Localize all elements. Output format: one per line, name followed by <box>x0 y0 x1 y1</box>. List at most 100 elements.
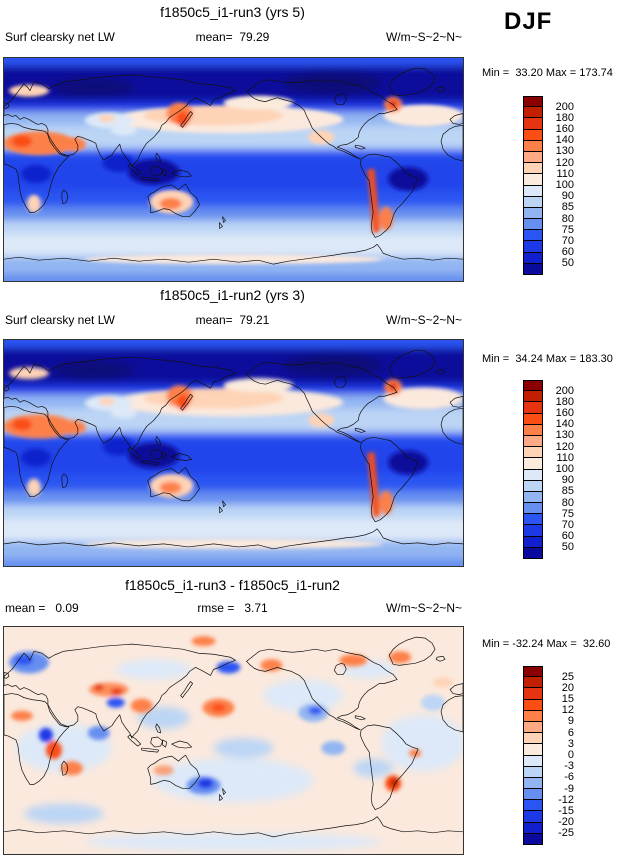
colorbar-tick-label: 50 <box>561 257 574 270</box>
colorbar-segment <box>523 744 543 756</box>
colorbar-tick-label: 60 <box>561 530 574 543</box>
colorbar-tick-label: 110 <box>556 167 574 180</box>
colorbar-segment <box>523 666 543 678</box>
colorbar-tick-label: 80 <box>561 496 574 509</box>
colorbar-tick-label: 160 <box>555 407 574 420</box>
colorbar-segment <box>523 677 543 689</box>
panel2-units-label: W/m~S~2~N~ <box>385 313 462 327</box>
colorbar-segment <box>523 688 543 700</box>
map-run2 <box>3 339 464 567</box>
colorbar-tick-label: 15 <box>561 693 574 706</box>
colorbar-tick-label: 160 <box>555 123 574 136</box>
panel1-colorbar: 200 180 160 140 130 120 110 100 90 85 80 75 70 60 50 <box>523 96 577 277</box>
panel3-units-label: W/m~S~2~N~ <box>385 601 462 615</box>
colorbar-tick-label: -15 <box>558 804 574 817</box>
panel3-mean-label: mean = 0.09 <box>5 601 79 615</box>
colorbar-segment <box>523 174 543 186</box>
colorbar-segment <box>523 252 543 264</box>
colorbar-tick-label: 75 <box>561 223 574 236</box>
colorbar-tick-label: 120 <box>555 440 574 453</box>
colorbar-segment <box>523 811 543 823</box>
colorbar-tick-label: 0 <box>567 749 574 761</box>
colorbar-segment <box>523 163 543 175</box>
colorbar-tick-label: 80 <box>561 212 574 225</box>
colorbar-segment <box>523 140 543 152</box>
colorbar-segment <box>523 777 543 790</box>
colorbar-tick-label: -20 <box>558 816 574 829</box>
panel2-info-row: Surf clearsky net LW mean= 79.21 W/m~S~2… <box>3 313 462 328</box>
colorbar-segment <box>523 822 543 834</box>
colorbar-segment <box>523 514 543 526</box>
colorbar-segment <box>523 491 543 504</box>
colorbar-tick-label: 130 <box>555 145 574 158</box>
colorbar-tick-label: 90 <box>561 474 574 487</box>
colorbar-segment <box>523 107 543 119</box>
panel3-rmse-label: rmse = 3.71 <box>197 601 268 615</box>
panel3-minmax: Min = -32.24 Max = 32.60 <box>482 638 611 650</box>
colorbar-tick-label: 75 <box>561 507 574 520</box>
colorbar-segment <box>523 118 543 130</box>
panel1-info-row: Surf clearsky net LW mean= 79.29 W/m~S~2… <box>3 30 462 45</box>
colorbar-tick-label: 120 <box>555 156 574 169</box>
colorbar-segment <box>523 129 543 141</box>
panel1-mean-label: mean= 79.29 <box>195 30 270 44</box>
panel2-title: f1850c5_i1-run2 (yrs 3) <box>160 287 305 303</box>
colorbar-segment <box>523 413 543 425</box>
colorbar-tick-label: 90 <box>561 190 574 203</box>
colorbar-segment <box>523 699 543 711</box>
panel1-minmax: Min = 33.20 Max = 173.74 <box>482 67 613 79</box>
panel3-colorbar: 25 20 15 12 9 6 3 0 -3 -6 -9 -12 -15 -20 -25 <box>523 666 577 847</box>
colorbar-tick-label: 12 <box>561 704 574 717</box>
colorbar-tick-label: 50 <box>561 541 574 554</box>
colorbar-tick-label: 180 <box>555 395 574 408</box>
colorbar-segment <box>523 503 543 515</box>
colorbar-tick-label: 200 <box>555 100 574 113</box>
colorbar-tick-label: 140 <box>555 134 574 147</box>
colorbar-segment <box>523 480 543 492</box>
colorbar-tick-label: 110 <box>556 451 574 464</box>
map-run3 <box>3 57 464 282</box>
colorbar-segment <box>523 733 543 745</box>
panel2-colorbar: 200 180 160 140 130 120 110 100 90 85 80 75 70 60 50 <box>523 380 577 561</box>
colorbar-tick-label: 85 <box>561 485 574 498</box>
colorbar-tick-label: 25 <box>561 670 574 683</box>
map-difference <box>3 626 464 855</box>
colorbar-segment <box>523 241 543 253</box>
panel2-variable-label: Surf clearsky net LW <box>5 313 115 327</box>
colorbar-segment <box>523 789 543 801</box>
colorbar-tick-label: -12 <box>558 793 574 806</box>
colorbar-segment <box>523 525 543 537</box>
colorbar-segment <box>523 402 543 414</box>
colorbar-segment <box>523 800 543 812</box>
colorbar-segment <box>523 219 543 231</box>
colorbar-segment <box>523 469 543 481</box>
colorbar-segment <box>523 96 543 108</box>
colorbar-tick-label: 130 <box>555 429 574 442</box>
colorbar-tick-label: 60 <box>561 246 574 259</box>
colorbar-tick-label: 100 <box>555 179 574 191</box>
colorbar-segment <box>523 263 543 275</box>
colorbar-segment <box>523 230 543 242</box>
colorbar-tick-label: -25 <box>558 827 574 840</box>
colorbar-tick-label: 9 <box>567 715 574 728</box>
colorbar-tick-label: 200 <box>555 384 574 397</box>
colorbar-tick-label: 85 <box>561 201 574 214</box>
colorbar-tick-label: -9 <box>564 782 574 795</box>
colorbar-tick-label: 70 <box>561 518 574 531</box>
colorbar-segment <box>523 447 543 459</box>
colorbar-segment <box>523 458 543 470</box>
colorbar-segment <box>523 151 543 164</box>
colorbar-tick-label: 20 <box>561 681 574 694</box>
colorbar-tick-label: 140 <box>555 418 574 431</box>
panel1-units-label: W/m~S~2~N~ <box>385 30 462 44</box>
panel3-title: f1850c5_i1-run3 - f1850c5_i1-run2 <box>125 577 340 593</box>
panel2-mean-label: mean= 79.21 <box>195 313 270 327</box>
panel2-minmax: Min = 34.24 Max = 183.30 <box>482 353 613 365</box>
panel3-info-row: mean = 0.09 rmse = 3.71 W/m~S~2~N~ <box>3 601 462 616</box>
colorbar-segment <box>523 710 543 722</box>
colorbar-tick-label: 100 <box>555 463 574 475</box>
colorbar-tick-label: -6 <box>564 771 574 784</box>
colorbar-segment <box>523 755 543 767</box>
panel1-variable-label: Surf clearsky net LW <box>5 30 115 44</box>
